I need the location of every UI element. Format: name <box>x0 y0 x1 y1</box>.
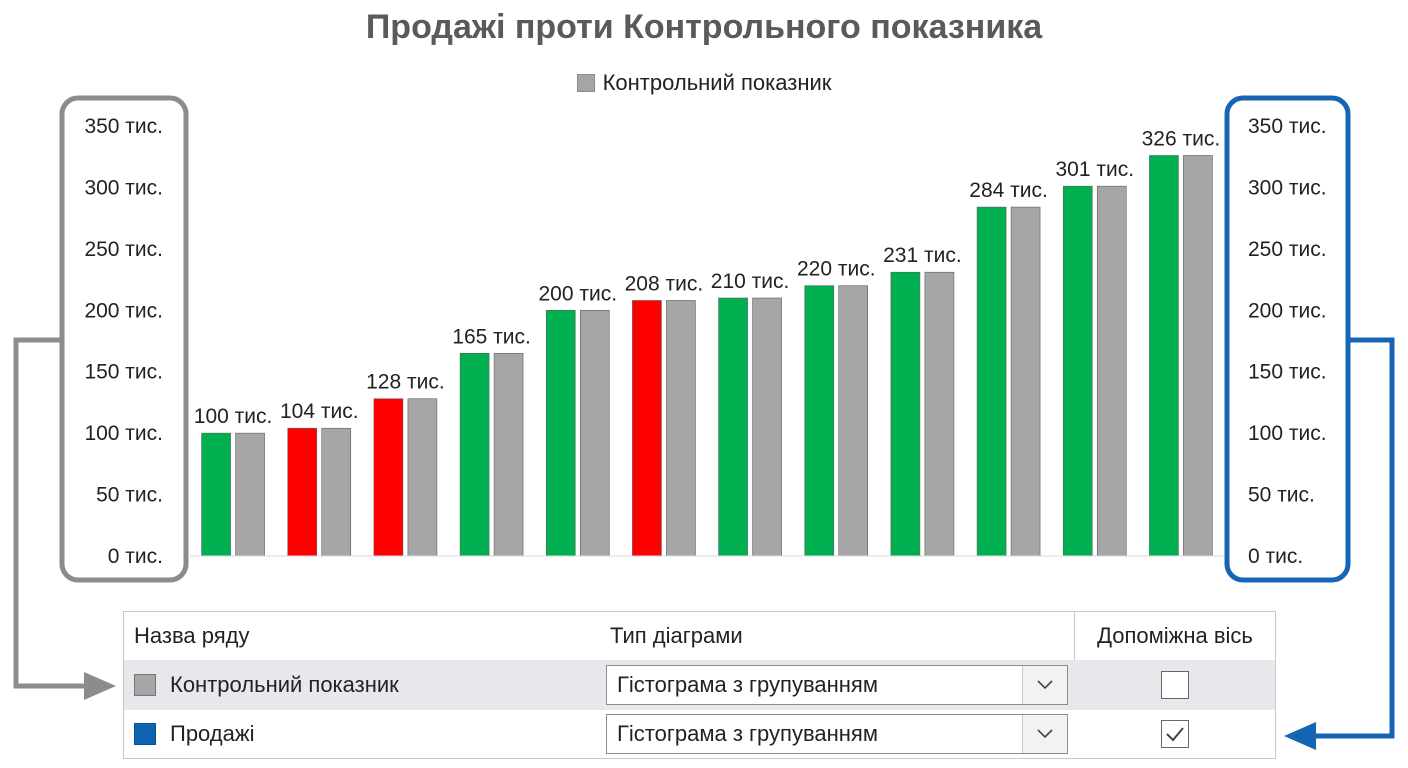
primary-y-tick-label: 150 тис. <box>84 361 163 384</box>
bar-sales-8 <box>804 285 835 557</box>
secondary-y-axis: 0 тис. 50 тис. 100 тис. 150 тис. 200 тис. 250… <box>1248 115 1327 568</box>
series-row-sales[interactable]: Продажі Гістограма з групуванням <box>124 710 1275 758</box>
data-label-7: 210 тис. <box>711 270 790 293</box>
bar-benchmark-4 <box>493 352 524 557</box>
secondary-y-tick-label: 50 тис. <box>1248 484 1315 507</box>
bar-sales-2 <box>287 427 318 557</box>
bar-sales-5 <box>545 309 576 557</box>
secondary-y-tick-label: 100 тис. <box>1248 422 1327 445</box>
chart-type-value: Гістограма з групуванням <box>617 721 878 746</box>
secondary-y-tick-label: 0 тис. <box>1248 545 1303 568</box>
header-series-name: Назва ряду <box>134 623 250 648</box>
table-header-row: Назва ряду Тип діаграми Допоміжна вісь <box>124 612 1275 660</box>
bar-benchmark-6 <box>666 300 696 557</box>
series-name-cell: Контрольний показник <box>124 660 600 710</box>
data-label-8: 220 тис. <box>797 258 876 281</box>
bar-benchmark-11 <box>1096 185 1127 557</box>
legend-label-benchmark: Контрольний показник <box>602 70 832 95</box>
series-color-swatch <box>134 674 156 696</box>
data-labels-layer: 100 тис. 104 тис. 128 тис. 165 тис. 200 тис.… <box>194 127 1220 428</box>
primary-axis-highlight-box <box>59 95 189 583</box>
bar-sales-11 <box>1062 185 1093 557</box>
bar-sales-9 <box>890 271 921 557</box>
secondary-axis-cell <box>1074 710 1275 758</box>
chart-type-dropdown-benchmark[interactable]: Гістограма з групуванням <box>606 665 1068 705</box>
data-label-4: 165 тис. <box>452 325 531 348</box>
series-row-benchmark[interactable]: Контрольний показник Гістограма з групув… <box>124 660 1275 710</box>
primary-y-tick-label: 200 тис. <box>84 299 163 322</box>
chart-legend: Контрольний показник <box>0 70 1408 96</box>
chart-type-cell: Гістограма з групуванням <box>600 710 1074 758</box>
secondary-axis-highlight-box <box>1224 95 1351 583</box>
chart-type-dropdown-sales[interactable]: Гістограма з групуванням <box>606 714 1068 754</box>
bar-benchmark-9 <box>924 271 955 557</box>
primary-y-axis: 0 тис. 50 тис. 100 тис. 150 тис. 200 тис. 250… <box>84 115 163 568</box>
data-label-10: 284 тис. <box>969 179 1048 202</box>
primary-y-tick-label: 50 тис. <box>96 484 163 507</box>
secondary-axis-arrowhead <box>1284 722 1316 750</box>
bar-benchmark-1 <box>235 432 265 557</box>
series-config-table: Назва ряду Тип діаграми Допоміжна вісь К… <box>123 611 1276 759</box>
data-label-9: 231 тис. <box>883 244 962 267</box>
series-name-label: Контрольний показник <box>170 672 399 697</box>
bar-benchmark-12 <box>1183 155 1213 557</box>
data-label-6: 208 тис. <box>625 272 704 295</box>
secondary-y-tick-label: 200 тис. <box>1248 299 1327 322</box>
header-chart-type: Тип діаграми <box>610 623 743 648</box>
series-name-cell: Продажі <box>124 710 600 758</box>
series-color-swatch <box>134 723 156 745</box>
data-label-5: 200 тис. <box>538 282 617 305</box>
bar-sales-6 <box>632 300 662 557</box>
secondary-y-tick-label: 150 тис. <box>1248 361 1327 384</box>
data-label-12: 326 тис. <box>1142 127 1221 150</box>
secondary-axis-checkbox-sales[interactable] <box>1160 720 1189 748</box>
header-secondary-axis: Допоміжна вісь <box>1074 612 1275 660</box>
secondary-axis-checkbox-benchmark[interactable] <box>1160 671 1189 699</box>
bar-sales-10 <box>976 206 1007 557</box>
primary-y-tick-label: 350 тис. <box>84 115 163 138</box>
bar-sales-4 <box>459 352 490 557</box>
secondary-y-tick-label: 350 тис. <box>1248 115 1327 138</box>
bar-sales-12 <box>1149 155 1179 557</box>
bar-sales-1 <box>201 432 231 557</box>
bar-benchmark-8 <box>838 285 869 557</box>
primary-y-tick-label: 100 тис. <box>84 422 163 445</box>
bars-layer <box>190 155 1224 557</box>
bar-sales-7 <box>718 297 748 557</box>
data-label-11: 301 тис. <box>1055 158 1134 181</box>
chevron-down-icon[interactable] <box>1022 666 1067 704</box>
bar-benchmark-2 <box>321 427 352 557</box>
chevron-down-icon[interactable] <box>1022 715 1067 753</box>
primary-y-tick-label: 300 тис. <box>84 176 163 199</box>
secondary-y-tick-label: 300 тис. <box>1248 176 1327 199</box>
secondary-axis-cell <box>1074 660 1275 710</box>
legend-swatch-benchmark <box>576 74 595 92</box>
bar-sales-3 <box>373 398 404 557</box>
bar-benchmark-10 <box>1010 206 1041 557</box>
primary-axis-arrowhead <box>84 672 116 700</box>
data-label-2: 104 тис. <box>280 400 359 423</box>
bar-benchmark-3 <box>407 398 438 557</box>
bar-benchmark-5 <box>579 309 610 557</box>
bar-benchmark-7 <box>752 297 782 557</box>
secondary-y-tick-label: 250 тис. <box>1248 238 1327 261</box>
primary-y-tick-label: 0 тис. <box>108 545 163 568</box>
checkmark-icon <box>1165 727 1184 742</box>
data-label-3: 128 тис. <box>366 371 445 394</box>
secondary-axis-connector-arrow <box>1316 337 1395 739</box>
data-label-1: 100 тис. <box>194 405 273 428</box>
chart-title: Продажі проти Контрольного показника <box>365 8 1043 46</box>
primary-axis-connector-arrow <box>13 337 84 689</box>
primary-y-tick-label: 250 тис. <box>84 238 163 261</box>
chart-type-cell: Гістограма з групуванням <box>600 660 1074 710</box>
series-name-label: Продажі <box>170 721 255 746</box>
chart-type-value: Гістограма з групуванням <box>617 672 878 697</box>
